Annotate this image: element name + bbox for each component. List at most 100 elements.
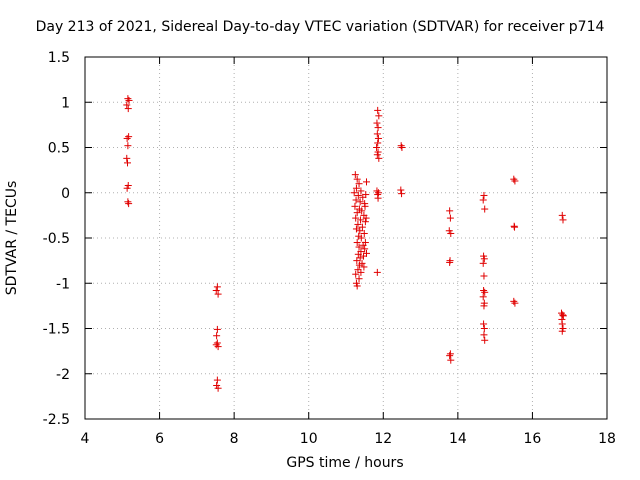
y-tick-label: 0.5 — [48, 141, 70, 157]
data-point — [354, 220, 362, 228]
data-point — [511, 299, 519, 307]
data-point — [125, 200, 133, 208]
data-point — [480, 325, 488, 332]
y-tick-label: -2 — [56, 367, 70, 383]
data-point — [357, 216, 365, 224]
data-point — [374, 134, 382, 142]
data-points — [123, 95, 567, 392]
data-point — [124, 105, 132, 113]
data-point — [397, 186, 405, 194]
data-point — [354, 191, 362, 199]
data-point — [373, 144, 381, 151]
data-point — [480, 320, 488, 328]
y-tick-label: 1.5 — [48, 50, 70, 66]
data-point — [373, 151, 381, 159]
data-point — [373, 130, 381, 138]
data-point — [510, 175, 518, 183]
data-point — [214, 343, 222, 351]
data-point — [355, 180, 363, 188]
data-point — [361, 218, 369, 226]
data-point — [354, 250, 362, 258]
data-point — [350, 189, 358, 197]
axis-ticks: 4 6 8 10 12 14 16 18 1.5 1 0.5 0 -0.5 -1 -1.5 -2 -2.5 — [43, 50, 616, 447]
data-point — [361, 239, 369, 247]
data-point — [361, 202, 369, 210]
x-tick-label: 4 — [81, 431, 90, 447]
data-point — [351, 171, 359, 179]
data-point — [559, 216, 567, 224]
data-point — [481, 288, 489, 296]
grid-lines — [85, 57, 607, 419]
y-tick-label: 0 — [61, 186, 70, 202]
data-point — [357, 268, 365, 276]
data-point — [353, 282, 361, 290]
data-point — [374, 124, 382, 132]
data-point — [212, 286, 220, 294]
data-point — [124, 142, 132, 150]
data-point — [214, 290, 222, 298]
data-point — [479, 259, 487, 267]
data-point — [123, 134, 131, 142]
chart-title: Day 213 of 2021, Sidereal Day-to-day VTE… — [35, 19, 605, 35]
data-point — [213, 325, 221, 333]
data-point — [358, 207, 366, 215]
data-point — [355, 275, 363, 283]
x-tick-label: 12 — [374, 431, 392, 447]
x-tick-label: 14 — [449, 431, 467, 447]
data-point — [480, 272, 488, 280]
data-point — [360, 229, 368, 237]
data-point — [213, 283, 221, 291]
data-point — [351, 202, 359, 210]
y-tick-label: -1.5 — [43, 322, 70, 338]
data-point — [352, 184, 360, 192]
data-point — [125, 96, 133, 104]
data-point — [374, 194, 382, 202]
data-point — [358, 223, 366, 231]
data-point — [559, 311, 567, 319]
data-point — [480, 255, 488, 263]
data-point — [361, 245, 369, 253]
x-tick-label: 18 — [598, 431, 616, 447]
data-point — [558, 211, 566, 219]
x-axis-label: GPS time / hours — [286, 455, 404, 471]
data-point — [447, 229, 455, 237]
data-point — [397, 142, 405, 150]
data-point — [511, 177, 519, 185]
data-point — [353, 175, 361, 183]
data-point — [480, 331, 488, 339]
y-axis-label: SDTVAR / TECUs — [4, 180, 20, 296]
x-tick-label: 6 — [155, 431, 164, 447]
data-point — [123, 184, 131, 192]
data-point — [446, 350, 454, 358]
data-point — [353, 209, 361, 217]
data-point — [481, 205, 489, 213]
data-point — [353, 257, 361, 265]
data-point — [363, 178, 371, 186]
data-point — [125, 133, 133, 141]
data-point — [480, 191, 488, 199]
data-point — [352, 214, 360, 222]
x-tick-label: 8 — [230, 431, 239, 447]
data-point — [479, 293, 487, 301]
data-point — [123, 101, 131, 109]
data-point — [356, 198, 364, 206]
data-point — [213, 376, 221, 384]
data-point — [360, 263, 368, 271]
data-point — [356, 227, 364, 235]
data-point — [373, 187, 381, 195]
data-point — [352, 196, 360, 204]
data-point — [362, 214, 370, 222]
data-point — [124, 159, 132, 167]
data-point — [480, 286, 488, 294]
data-point — [446, 352, 454, 360]
data-point — [124, 95, 132, 103]
y-tick-label: -1 — [56, 276, 70, 292]
data-point — [352, 270, 360, 278]
data-point — [357, 187, 365, 195]
data-point — [214, 384, 222, 392]
data-point — [355, 243, 363, 251]
data-point — [481, 336, 489, 344]
data-point — [352, 225, 360, 233]
data-point — [363, 249, 371, 257]
